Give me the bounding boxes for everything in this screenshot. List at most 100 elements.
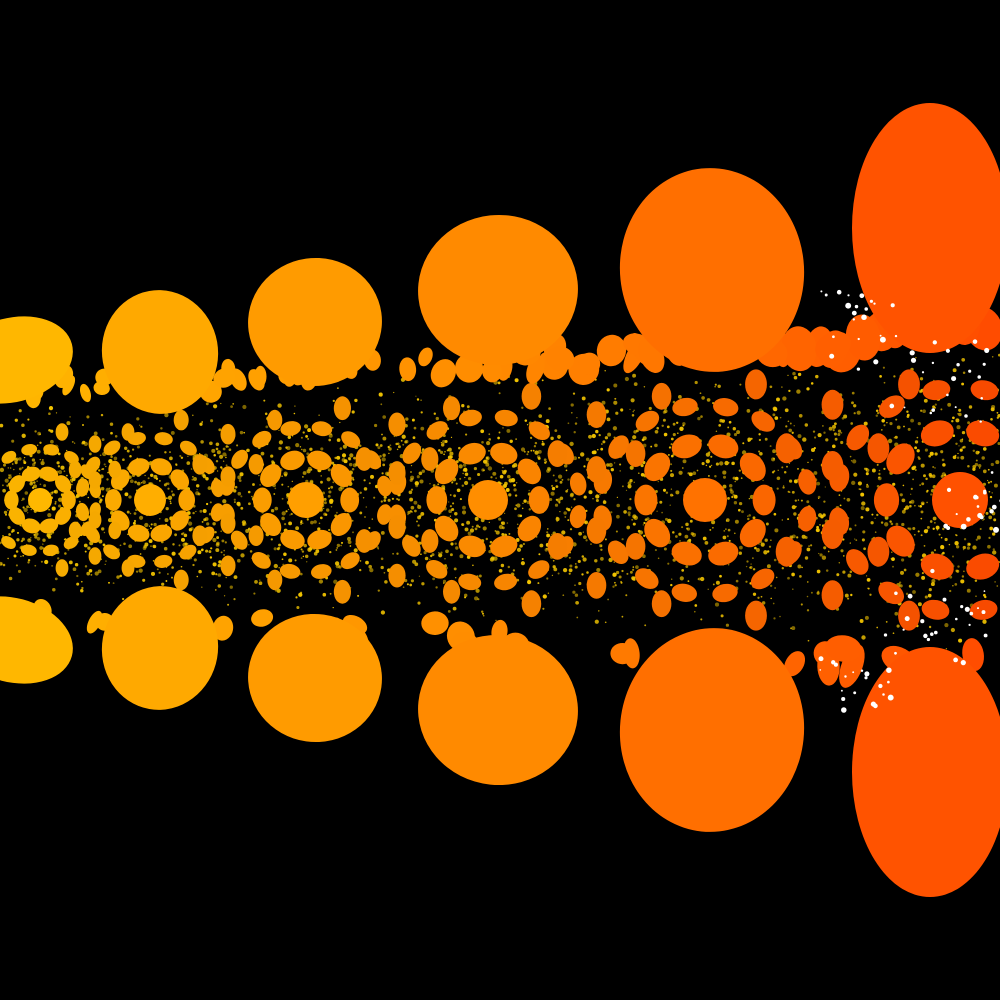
filigree-dot xyxy=(46,533,51,538)
filigree-dot xyxy=(497,436,500,440)
filigree-dot xyxy=(481,440,484,444)
filigree-dot xyxy=(678,395,682,399)
filigree-dot xyxy=(791,490,795,494)
filigree-dot xyxy=(546,531,549,534)
filigree-dot xyxy=(794,499,797,502)
ring-blob xyxy=(490,535,518,558)
filigree-dot xyxy=(302,471,307,475)
filigree-dot xyxy=(88,569,93,573)
filigree-dot xyxy=(810,447,816,453)
filigree-dot xyxy=(626,525,631,530)
filigree-dot xyxy=(233,501,236,504)
filigree-dot xyxy=(604,538,607,541)
filigree-dot xyxy=(503,512,506,515)
filigree-dot xyxy=(945,648,948,650)
filigree-dot xyxy=(570,411,573,414)
filigree-dot xyxy=(958,412,962,417)
filigree-dot xyxy=(239,472,244,477)
filigree-dot xyxy=(301,550,305,553)
ring-blob xyxy=(340,552,360,570)
filigree-dot xyxy=(34,430,37,433)
ring-blob xyxy=(260,463,282,488)
filigree-dot xyxy=(516,503,521,508)
sparkle-dot xyxy=(852,318,855,321)
sparkle-dot xyxy=(953,657,958,663)
filigree-dot xyxy=(880,521,884,524)
filigree-dot xyxy=(907,527,910,530)
filigree-dot xyxy=(678,470,683,475)
filigree-dot xyxy=(774,416,779,420)
sparkle-dot xyxy=(934,630,938,635)
filigree-dot xyxy=(914,469,917,471)
filigree-dot xyxy=(546,533,551,538)
filigree-dot xyxy=(388,452,390,455)
filigree-dot xyxy=(806,609,810,612)
filigree-dot xyxy=(583,465,586,468)
filigree-dot xyxy=(983,593,986,597)
filigree-dot xyxy=(464,472,469,476)
filigree-dot xyxy=(454,511,458,516)
filigree-dot xyxy=(893,437,896,439)
filigree-dot xyxy=(672,433,676,437)
filigree-dot xyxy=(148,525,151,527)
filigree-dot xyxy=(197,492,201,496)
filigree-dot xyxy=(541,440,544,443)
filigree-dot xyxy=(295,596,298,599)
filigree-dot xyxy=(948,543,951,546)
filigree-dot xyxy=(110,455,113,459)
filigree-dot xyxy=(792,588,794,590)
filigree-dot xyxy=(621,569,624,573)
filigree-dot xyxy=(722,470,727,475)
sparkle-dot xyxy=(946,487,952,492)
filigree-dot xyxy=(670,463,673,466)
filigree-dot xyxy=(449,515,452,517)
filigree-dot xyxy=(197,550,202,555)
filigree-dot xyxy=(274,506,279,511)
filigree-dot xyxy=(445,549,449,554)
filigree-dot xyxy=(672,422,676,426)
sparkle-dot xyxy=(960,523,967,530)
filigree-dot xyxy=(994,581,996,583)
sparkle-dot xyxy=(882,693,885,696)
filigree-dot xyxy=(3,463,6,467)
sparkle-dot xyxy=(856,367,861,371)
filigree-dot xyxy=(694,610,696,613)
filigree-dot xyxy=(738,551,742,555)
filigree-dot xyxy=(776,476,781,481)
filigree-dot xyxy=(368,482,371,485)
filigree-dot xyxy=(883,424,886,427)
filigree-dot xyxy=(99,454,102,457)
filigree-dot xyxy=(797,434,802,439)
filigree-dot xyxy=(258,581,263,586)
filigree-dot xyxy=(547,528,549,530)
filigree-dot xyxy=(679,576,684,581)
filigree-dot xyxy=(640,464,644,468)
filigree-dot xyxy=(302,431,305,434)
filigree-dot xyxy=(920,510,924,514)
filigree-dot xyxy=(596,567,601,573)
filigree-dot xyxy=(676,432,679,435)
ring-blob xyxy=(76,478,90,497)
center-blob xyxy=(683,478,727,522)
filigree-dot xyxy=(380,557,384,561)
filigree-dot xyxy=(758,450,761,453)
filigree-dot xyxy=(727,528,731,532)
filigree-dot xyxy=(220,551,223,554)
filigree-dot xyxy=(922,409,926,414)
ring-blob xyxy=(150,524,173,542)
filigree-dot xyxy=(24,491,29,495)
filigree-dot xyxy=(420,426,425,431)
filigree-dot xyxy=(681,467,684,469)
filigree-dot xyxy=(420,451,423,454)
filigree-dot xyxy=(816,525,819,529)
filigree-dot xyxy=(410,579,414,583)
ring-blob xyxy=(402,535,421,557)
filigree-dot xyxy=(866,483,869,486)
ring-blob xyxy=(340,487,360,513)
sparkle-dot xyxy=(981,610,986,615)
large-blob-top-3 xyxy=(248,257,382,387)
filigree-dot xyxy=(78,500,81,503)
filigree-dot xyxy=(508,532,511,535)
filigree-dot xyxy=(190,468,193,470)
